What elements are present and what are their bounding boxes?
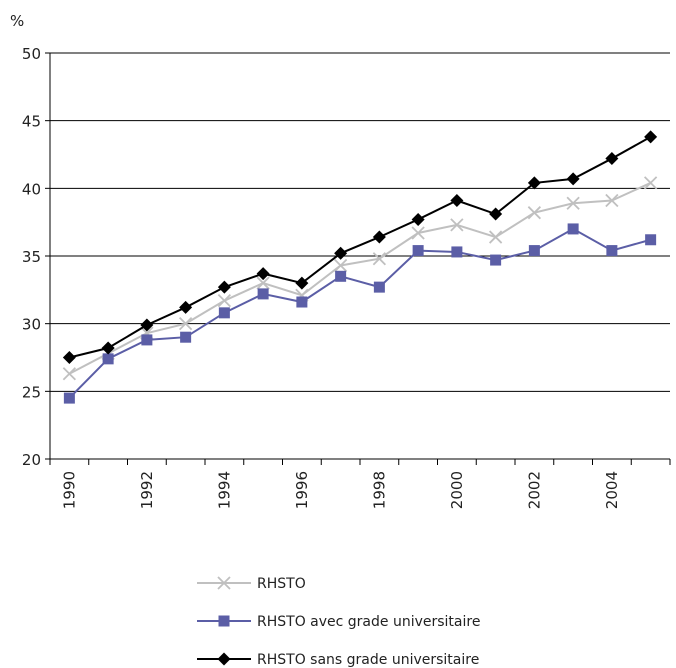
legend-label: RHSTO <box>257 576 306 592</box>
marker-diamond <box>450 194 464 208</box>
marker-diamond <box>334 246 348 260</box>
marker-x <box>643 176 658 190</box>
marker-x <box>217 576 231 590</box>
y-tick-label: 25 <box>22 383 41 401</box>
marker-square <box>528 245 540 257</box>
marker-diamond <box>295 276 309 290</box>
marker-square <box>451 246 463 258</box>
marker-diamond <box>217 652 231 666</box>
x-tick-label: 2004 <box>603 471 621 509</box>
marker-x <box>566 196 580 210</box>
marker-square <box>218 307 230 319</box>
marker-x <box>411 226 425 240</box>
y-tick-label: 50 <box>22 45 41 63</box>
marker-diamond <box>179 300 193 314</box>
y-axis-unit-label: % <box>10 12 24 30</box>
marker-diamond <box>605 152 619 166</box>
x-tick-label: 1994 <box>215 471 233 509</box>
x-tick-label: 2002 <box>525 471 543 509</box>
y-tick-label: 40 <box>22 180 41 198</box>
gridlines <box>50 52 670 392</box>
marker-square <box>63 392 75 404</box>
marker-square <box>606 245 618 257</box>
marker-x <box>333 258 348 273</box>
marker-square <box>567 223 579 235</box>
legend-entry-1: RHSTO <box>197 576 306 592</box>
marker-x <box>488 230 503 244</box>
marker-x <box>372 252 387 266</box>
marker-x <box>217 294 232 308</box>
marker-square <box>257 288 269 300</box>
marker-diamond <box>372 230 386 244</box>
marker-square <box>141 334 153 346</box>
marker-diamond <box>62 351 76 364</box>
y-tick-label: 30 <box>22 316 41 334</box>
marker-square <box>412 245 424 257</box>
series-3 <box>62 130 658 364</box>
legend: RHSTO RHSTO avec grade universitaire RHSTO… <box>197 576 480 668</box>
marker-diamond <box>411 212 425 226</box>
marker-square <box>490 254 502 266</box>
marker-square <box>218 615 230 627</box>
x-tick-label: 1996 <box>293 471 311 509</box>
marker-x <box>450 218 464 232</box>
marker-x <box>605 193 619 208</box>
marker-diamond <box>101 341 115 355</box>
y-tick-label: 45 <box>22 113 41 131</box>
series-line <box>68 182 652 375</box>
series-lines <box>62 130 658 404</box>
x-tick-label: 1992 <box>138 471 156 509</box>
marker-diamond <box>489 207 503 221</box>
legend-entry-2: RHSTO avec grade universitaire <box>197 614 480 630</box>
x-tick-label: 1990 <box>60 471 78 509</box>
series-line <box>69 136 652 359</box>
x-tick-label: 2000 <box>448 471 466 509</box>
y-tick-label: 20 <box>22 451 41 469</box>
marker-square <box>296 296 308 308</box>
marker-x <box>527 206 542 220</box>
marker-square <box>373 281 385 293</box>
marker-diamond <box>644 130 658 144</box>
marker-diamond <box>566 172 580 186</box>
marker-square <box>180 331 192 343</box>
marker-x <box>178 317 193 331</box>
marker-diamond <box>256 267 270 281</box>
marker-diamond <box>140 318 154 332</box>
legend-label: RHSTO sans grade universitaire <box>257 652 479 668</box>
legend-entry-3: RHSTO sans grade universitaire <box>197 652 479 668</box>
x-tick-label: 1998 <box>370 471 388 509</box>
y-tick-label: 35 <box>22 248 41 266</box>
marker-diamond <box>527 176 541 190</box>
marker-square <box>102 353 114 365</box>
series-line <box>68 227 651 399</box>
marker-square <box>335 270 347 282</box>
legend-label: RHSTO avec grade universitaire <box>257 614 480 630</box>
marker-square <box>645 234 657 246</box>
marker-x <box>256 276 270 290</box>
series-2 <box>63 223 657 404</box>
marker-diamond <box>217 280 231 294</box>
marker-x <box>62 367 77 381</box>
axes: 20 25 30 35 40 45 50 1990 1992 1994 1996 1998 2000 20… <box>22 45 671 509</box>
series-1 <box>62 176 658 381</box>
